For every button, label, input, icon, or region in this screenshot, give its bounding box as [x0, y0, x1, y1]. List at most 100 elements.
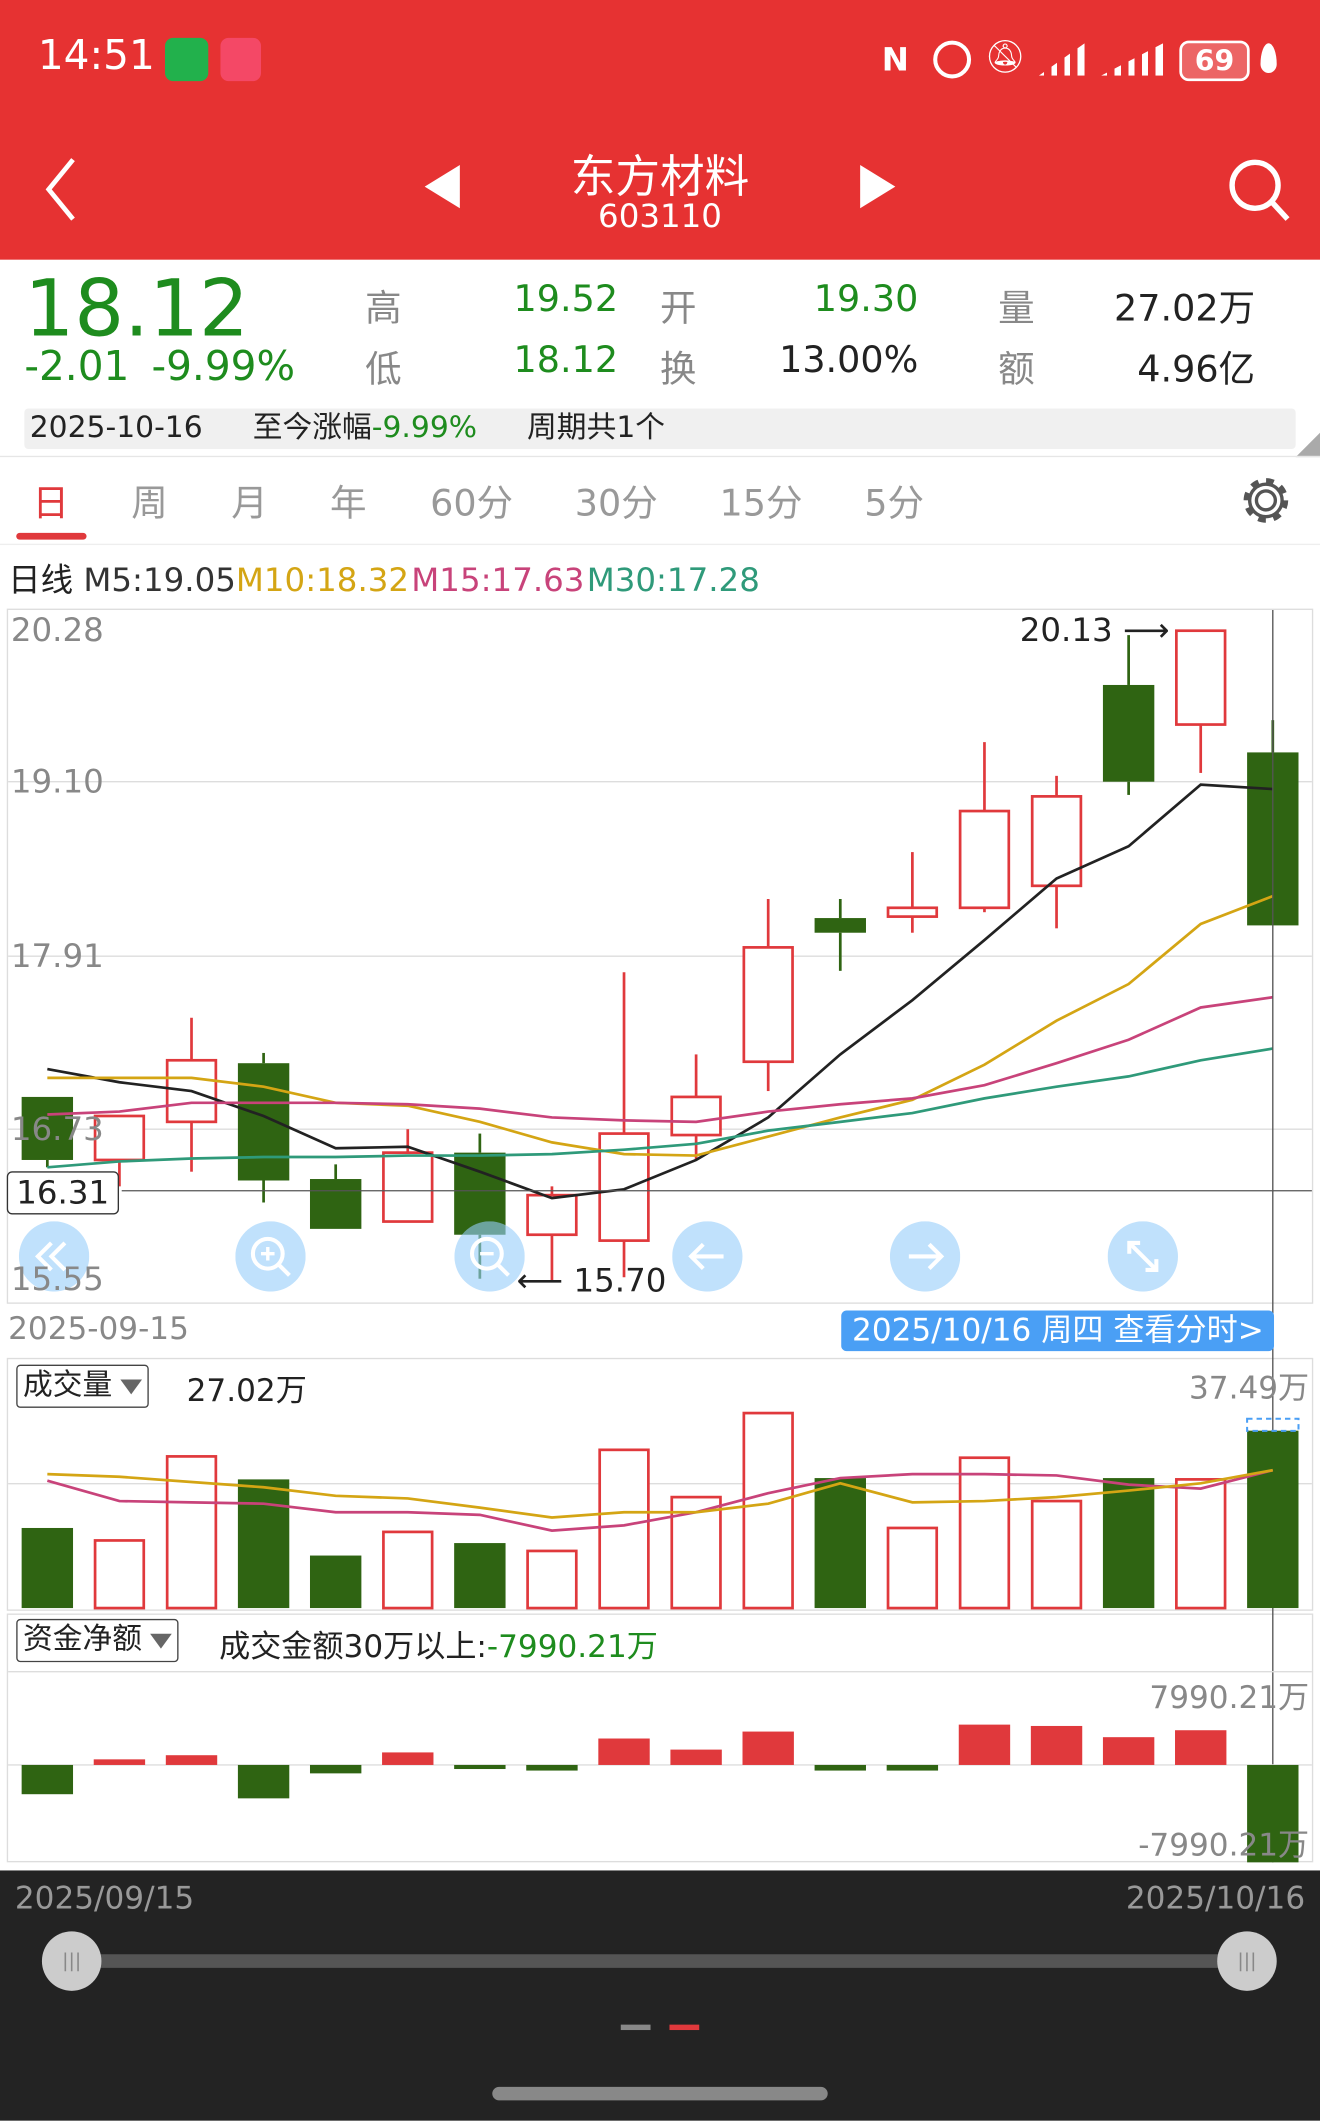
volume-bar-down: [237, 1479, 290, 1609]
scroll-left-icon[interactable]: [672, 1221, 743, 1292]
open-value: 19.30: [813, 278, 919, 321]
start-date-label: 2025-09-15: [8, 1311, 189, 1348]
volume-bar-up: [1175, 1478, 1227, 1610]
volume-bar-down: [309, 1555, 362, 1609]
fund-max-label: 7990.21万: [1149, 1681, 1310, 1717]
volume-limit-marker: [1246, 1417, 1300, 1432]
candle-body-up: [165, 1058, 218, 1124]
fund-bar-inflow: [598, 1738, 650, 1765]
previous-stock-button[interactable]: [417, 160, 471, 214]
tab-15min[interactable]: 15分: [719, 482, 803, 525]
volume-bar-down: [1102, 1478, 1155, 1609]
tab-60min[interactable]: 60分: [430, 482, 514, 525]
volume-bar-up: [886, 1526, 939, 1610]
candle-body-down: [1102, 684, 1155, 782]
settings-gear-icon[interactable]: [1239, 473, 1293, 527]
y-tick-label: 19.10: [10, 762, 104, 801]
ma-line-m15: [47, 995, 1273, 1124]
view-intraday-button[interactable]: 2025/10/16 周四 查看分时>: [841, 1310, 1275, 1352]
volume-bar-up: [958, 1456, 1011, 1610]
fund-bar-outflow: [237, 1764, 290, 1799]
volume-bar-up: [93, 1539, 146, 1610]
back-button[interactable]: [27, 149, 108, 230]
tab-week[interactable]: 周: [131, 482, 168, 525]
tab-day[interactable]: 日: [32, 482, 69, 525]
high-label: 高: [365, 288, 402, 331]
volume-value: 27.02万: [1114, 288, 1256, 331]
ma5-value: M5:19.05: [83, 561, 236, 600]
range-end-handle[interactable]: |||: [1217, 1931, 1277, 1991]
ma15-value: M15:17.63: [411, 561, 585, 600]
volume-max-label: 37.49万: [1189, 1371, 1310, 1407]
tab-5min[interactable]: 5分: [864, 482, 924, 525]
zoom-out-icon[interactable]: [454, 1221, 525, 1292]
volume-panel[interactable]: [6, 1357, 1314, 1611]
expand-corner-icon[interactable]: [1295, 432, 1320, 458]
candle-body-down: [21, 1096, 74, 1160]
fund-indicator-select[interactable]: 资金净额: [16, 1618, 179, 1663]
fund-bar-outflow: [886, 1764, 939, 1771]
ma-line-m5: [47, 783, 1273, 1200]
volume-bar-down: [1247, 1430, 1299, 1609]
zoom-in-icon[interactable]: [235, 1221, 306, 1292]
scroll-to-start-icon[interactable]: [18, 1221, 90, 1292]
divider: [0, 455, 1320, 458]
candle-body-up: [1030, 795, 1083, 888]
min-price-label: ⟵ 15.70: [516, 1261, 667, 1300]
fund-current: -7990.21万: [486, 1629, 658, 1665]
range-track[interactable]: [71, 1954, 1247, 1968]
price-change-pct: -9.99%: [151, 343, 296, 391]
fund-bar-inflow: [382, 1752, 434, 1765]
range-end-date: 2025/10/16: [1125, 1881, 1306, 1917]
tab-30min[interactable]: 30分: [574, 482, 658, 525]
max-price-value: 20.13: [1019, 611, 1113, 650]
volume-bar-up: [526, 1549, 578, 1610]
home-indicator[interactable]: [492, 2086, 828, 2101]
tab-month[interactable]: 月: [231, 482, 268, 525]
kline-chart-panel[interactable]: [6, 608, 1314, 1304]
volume-bar-down: [814, 1478, 866, 1609]
tab-year[interactable]: 年: [330, 482, 367, 525]
search-button[interactable]: [1217, 149, 1298, 230]
candle-body-up: [886, 906, 939, 918]
status-time: 14:51: [37, 32, 155, 80]
fund-bar-inflow: [670, 1749, 722, 1765]
dropdown-triangle-icon: [120, 1378, 143, 1394]
fund-bar-inflow: [93, 1759, 146, 1765]
fullscreen-icon[interactable]: [1107, 1221, 1178, 1292]
period-gain-label: 至今涨幅: [252, 411, 372, 445]
crosshair-price-label: 16.31: [6, 1171, 119, 1215]
range-selector: 2025/09/15 2025/10/16 ||| |||: [0, 1870, 1320, 2121]
scroll-right-icon[interactable]: [889, 1221, 961, 1292]
period-gain: -9.99%: [371, 411, 478, 445]
fund-bar-inflow: [958, 1724, 1011, 1765]
volume-indicator-select[interactable]: 成交量: [16, 1364, 149, 1408]
amount-value: 4.96亿: [1137, 348, 1256, 391]
volume-bar-up: [382, 1530, 434, 1610]
stock-code: 603110: [598, 197, 722, 236]
y-tick-label: 15.55: [10, 1260, 104, 1299]
y-tick-label: 17.91: [10, 937, 104, 976]
volume-bar-up: [742, 1411, 794, 1610]
active-tab-indicator: [16, 532, 87, 540]
last-price: 18.12: [24, 262, 249, 355]
range-start-handle[interactable]: |||: [41, 1931, 102, 1991]
period-date: 2025-10-16: [29, 411, 203, 445]
wechat-icon: [165, 37, 209, 82]
candle-body-up: [742, 946, 794, 1064]
mute-icon: 🔕︎: [984, 37, 1026, 76]
ma30-value: M30:17.28: [586, 561, 760, 600]
fund-bar-outflow: [526, 1764, 578, 1771]
volume-bar-up: [1030, 1499, 1083, 1610]
next-stock-button[interactable]: [852, 160, 906, 214]
volume-ma-line: [47, 1468, 1274, 1519]
period-cycles: 周期共1个: [527, 411, 666, 445]
period-summary-bar: 2025-10-16 至今涨幅-9.99% 周期共1个: [24, 408, 1296, 450]
candle-body-up: [382, 1151, 434, 1223]
turnover-label: 换: [660, 348, 697, 391]
fund-flow-panel[interactable]: [6, 1613, 1314, 1863]
leaf-icon: [1260, 43, 1277, 74]
amount-label: 额: [998, 348, 1035, 391]
top-header: 14:51 N 🔕︎ 69 东方材料 603110: [0, 0, 1320, 260]
